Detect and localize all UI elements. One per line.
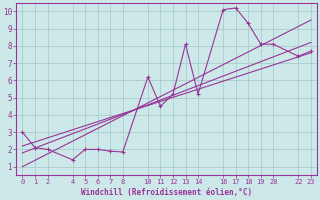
- X-axis label: Windchill (Refroidissement éolien,°C): Windchill (Refroidissement éolien,°C): [81, 188, 252, 197]
